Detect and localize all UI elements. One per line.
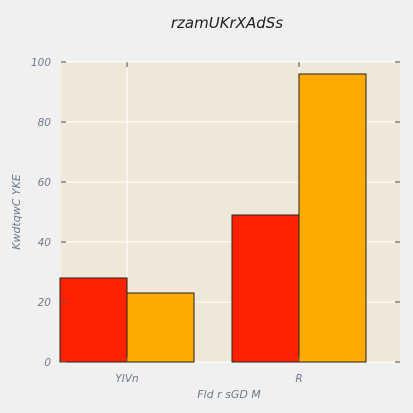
y-tick-label: 40 xyxy=(38,237,52,249)
y-tick-label: 0 xyxy=(44,357,51,369)
y-tick-label: 80 xyxy=(38,117,52,129)
bar xyxy=(231,214,300,363)
x-axis-label: Fld r sGD M xyxy=(197,388,261,401)
y-axis-label: KwdtqwC YKE xyxy=(10,174,23,250)
axis-ticks: 0 20 40 60 80 100 YIVn R xyxy=(31,57,400,385)
bar xyxy=(126,292,195,363)
y-tick-label: 20 xyxy=(38,297,52,309)
bar xyxy=(298,73,367,363)
y-tick-label: 100 xyxy=(31,57,51,69)
chart-title: rzamUKrXAdSs xyxy=(171,14,283,32)
bar xyxy=(59,277,128,363)
y-tick-label: 60 xyxy=(38,177,52,189)
x-tick-label: R xyxy=(295,373,302,385)
x-tick-label: YIVn xyxy=(115,373,138,385)
bars xyxy=(59,73,367,363)
